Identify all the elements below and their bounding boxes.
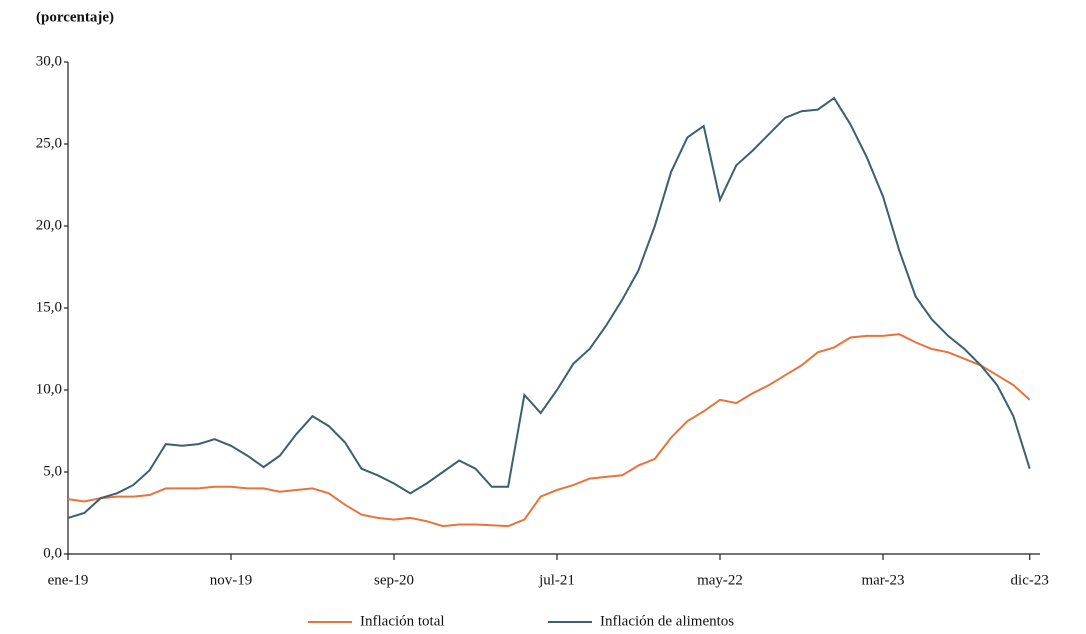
x-tick-label: dic-23 [1011,572,1049,588]
y-tick-label: 0,0 [43,545,62,561]
y-tick-label: 30,0 [36,53,62,69]
x-tick-label: sep-20 [374,572,414,588]
y-tick-label: 10,0 [36,381,62,397]
y-tick-label: 15,0 [36,299,62,315]
line-series [67,96,1031,519]
x-tick-label: may-22 [697,572,743,588]
x-tick-label: mar-23 [861,572,904,588]
legend-label: Inflación de alimentos [600,613,734,629]
x-tick-label: ene-19 [48,572,89,588]
chart-title: (porcentaje) [36,9,114,25]
y-tick-label: 20,0 [36,217,62,233]
y-tick-label: 25,0 [36,135,62,151]
legend-label: Inflación total [360,613,445,629]
y-tick-label: 5,0 [43,463,62,479]
line-series [67,333,1031,528]
x-tick-label: jul-21 [538,572,575,588]
x-tick-label: nov-19 [210,572,253,588]
